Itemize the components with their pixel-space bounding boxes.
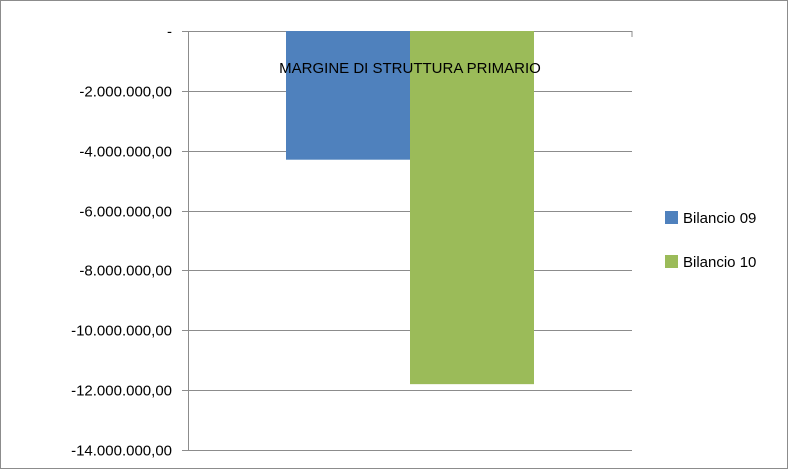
bar-bilancio-09 (286, 31, 410, 160)
y-tick-label: -6.000.000,00 (79, 204, 172, 221)
y-tick-labels: - -2.000.000,00 -4.000.000,00 -6.000.000,00… (71, 24, 172, 460)
bar-bilancio-10 (410, 31, 534, 385)
bars (286, 31, 534, 385)
y-tick-label: -14.000.000,00 (71, 443, 172, 460)
y-tick-label: -4.000.000,00 (79, 144, 172, 161)
axes (182, 31, 633, 451)
legend-label: Bilancio 10 (683, 254, 756, 271)
legend: Bilancio 09 Bilancio 10 (665, 210, 756, 271)
y-tick-label: -12.000.000,00 (71, 383, 172, 400)
y-tick-label: - (167, 24, 172, 41)
y-tick-label: -8.000.000,00 (79, 263, 172, 280)
y-tick-label: -2.000.000,00 (79, 84, 172, 101)
legend-swatch (665, 255, 678, 268)
legend-label: Bilancio 09 (683, 210, 756, 227)
legend-swatch (665, 211, 678, 224)
y-tick-label: -10.000.000,00 (71, 323, 172, 340)
category-labels: MARGINE DI STRUTTURA PRIMARIO (279, 60, 541, 77)
category-label: MARGINE DI STRUTTURA PRIMARIO (279, 60, 541, 77)
